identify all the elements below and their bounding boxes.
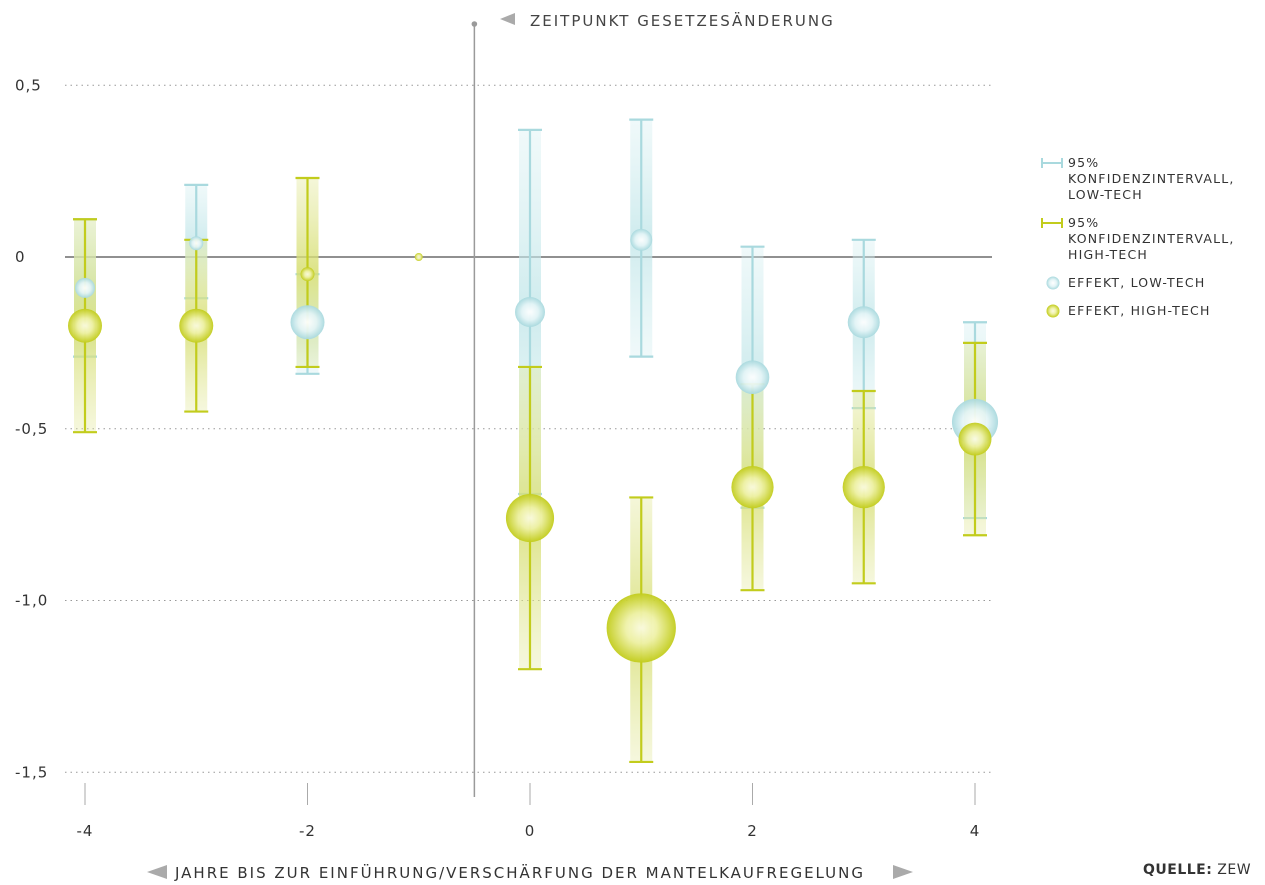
y-tick-label: 0,5	[15, 76, 42, 94]
source-value: ZEW	[1217, 862, 1252, 878]
legend-item: 95% KONFIDENZINTERVALL, HIGH-TECH	[1040, 215, 1262, 263]
y-tick-label: -1,5	[15, 763, 48, 781]
legend-bubble-icon	[1040, 275, 1068, 291]
low-tech-effect-point	[735, 360, 770, 395]
legend-item: EFFEKT, LOW-TECH	[1040, 275, 1262, 291]
legend-interval-icon	[1040, 155, 1068, 171]
y-tick-label: 0	[15, 248, 26, 266]
x-tick-label: 0	[525, 822, 536, 840]
x-axis-label: JAHRE BIS ZUR EINFÜHRUNG/VERSCHÄRFUNG DE…	[174, 863, 865, 882]
xlabel-left-arrow	[147, 865, 167, 879]
x-tick-label: -4	[77, 822, 94, 840]
interval-layer	[73, 118, 987, 764]
source-note: QUELLE: ZEW	[1143, 862, 1251, 878]
legend-label: EFFEKT, HIGH-TECH	[1068, 303, 1211, 318]
low-tech-effect-point	[847, 306, 880, 339]
legend: 95% KONFIDENZINTERVALL, LOW-TECH 95% KONF…	[1040, 155, 1262, 331]
y-tick-label: -1,0	[15, 592, 48, 610]
legend-item: EFFEKT, HIGH-TECH	[1040, 303, 1262, 319]
legend-label: 95% KONFIDENZINTERVALL, LOW-TECH	[1068, 155, 1235, 202]
legend-item: 95% KONFIDENZINTERVALL, LOW-TECH	[1040, 155, 1262, 203]
source-label: QUELLE:	[1143, 862, 1213, 878]
legend-label: EFFEKT, LOW-TECH	[1068, 275, 1206, 290]
high-tech-effect-point	[414, 253, 423, 261]
low-tech-effect-point	[630, 228, 653, 251]
high-tech-effect-point	[731, 466, 774, 509]
x-tick-label: 4	[970, 822, 981, 840]
low-tech-effect-point	[515, 296, 545, 327]
event-arrow	[500, 13, 515, 25]
y-tick-label: -0,5	[15, 420, 48, 438]
label-layer: 0,5 0 -0,5 -1,0 -1,5 -4 -2 0 2 4 ZEITPUNKT GESETZE…	[15, 11, 981, 882]
high-tech-effect-point	[179, 308, 214, 343]
legend-interval-icon	[1040, 215, 1068, 231]
high-tech-effect-point	[300, 267, 315, 282]
x-tick-label: -2	[299, 822, 316, 840]
high-tech-effect-point	[505, 493, 555, 543]
legend-bubble-icon	[1040, 303, 1068, 319]
point-layer	[68, 228, 999, 663]
high-tech-effect-point	[958, 422, 992, 456]
legend-label: 95% KONFIDENZINTERVALL, HIGH-TECH	[1068, 215, 1235, 262]
high-tech-effect-point	[68, 308, 102, 343]
x-tick-label: 2	[747, 822, 758, 840]
low-tech-effect-point	[290, 305, 325, 340]
high-tech-effect-point	[606, 593, 676, 663]
low-tech-effect-point	[189, 236, 204, 251]
low-tech-effect-point	[75, 277, 95, 298]
xlabel-right-arrow	[893, 865, 913, 879]
high-tech-effect-point	[842, 466, 885, 509]
event-annotation: ZEITPUNKT GESETZESÄNDERUNG	[530, 11, 835, 30]
event-line-dot	[471, 21, 478, 27]
